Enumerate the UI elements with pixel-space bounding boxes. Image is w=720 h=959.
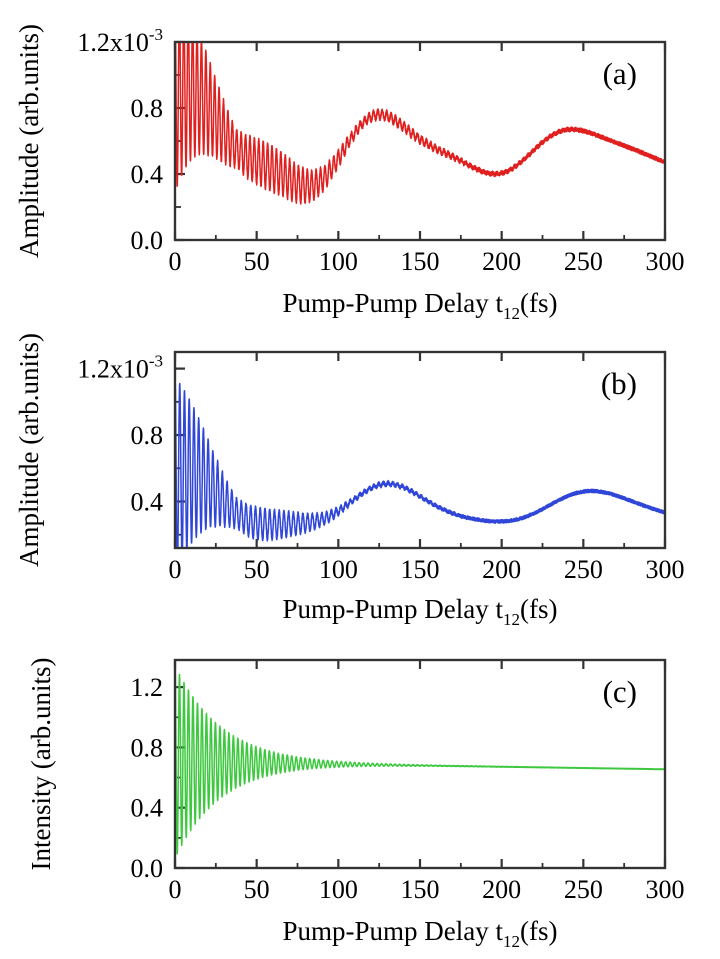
x-tick-label: 200 [482, 875, 521, 904]
x-tick-label: 100 [319, 555, 358, 584]
x-tick-label: 150 [401, 247, 440, 276]
y-tick-label: 1.2 [131, 673, 164, 702]
x-tick-label: 250 [564, 555, 603, 584]
x-axis-title: Pump-Pump Delay t12(fs) [283, 594, 558, 629]
x-tick-label: 100 [319, 875, 358, 904]
chart-panel-b: 0 50 100 150 200 250 300 0.4 0.8 1.2x10-3 (b) Ampli… [0, 320, 720, 630]
y-axis-title: Amplitude (arb.units) [14, 24, 44, 258]
x-tick-label: 50 [244, 555, 270, 584]
plot-frame-overlay [173, 40, 667, 242]
plot-svg-panel-c: 0 50 100 150 200 250 300 0.0 0.4 0.8 1.2 (c) Intensi… [26, 658, 685, 951]
y-tick-label: 1.2x10-3 [77, 25, 163, 57]
y-tick-label: 1.2x10-3 [77, 352, 163, 384]
x-tick-label: 250 [564, 247, 603, 276]
data-trace [175, 664, 665, 855]
x-tick-label: 0 [169, 875, 182, 904]
y-axis-title: Intensity (arb.units) [26, 658, 56, 871]
y-axis-title: Amplitude (arb.units) [14, 333, 44, 567]
plot-svg-panel-b: 0 50 100 150 200 250 300 0.4 0.8 1.2x10-3 (b) Ampli… [14, 333, 685, 629]
x-tick-label: 200 [482, 247, 521, 276]
x-tick-label: 150 [401, 555, 440, 584]
x-axis-title: Pump-Pump Delay t12(fs) [283, 288, 558, 320]
x-tick-label: 0 [169, 555, 182, 584]
plot-svg-panel-a: 0 50 100 150 200 250 300 0.0 0.4 0.8 1.2x10-3 (a) Am… [14, 24, 685, 320]
chart-panel-c: 0 50 100 150 200 250 300 0.0 0.4 0.8 1.2 (c) Intensi… [0, 630, 720, 959]
panel-letter: (c) [603, 674, 637, 709]
x-tick-label: 50 [244, 875, 270, 904]
plot-frame [173, 350, 667, 550]
y-tick-label: 0.4 [131, 160, 164, 189]
x-tick-label: 50 [244, 247, 270, 276]
x-tick-label: 300 [646, 247, 685, 276]
x-tick-label: 100 [319, 247, 358, 276]
panel-letter: (b) [601, 366, 637, 401]
y-tick-label: 0.8 [131, 94, 164, 123]
y-tick-label: 0.4 [131, 487, 164, 516]
data-trace [175, 42, 665, 205]
x-tick-label: 150 [401, 875, 440, 904]
x-tick-label: 200 [482, 555, 521, 584]
y-tick-label: 0.4 [131, 794, 164, 823]
x-tick-label: 250 [564, 875, 603, 904]
x-tick-label: 0 [169, 247, 182, 276]
y-tick-label: 0.8 [131, 421, 164, 450]
data-trace [175, 376, 665, 548]
y-tick-label: 0.8 [131, 733, 164, 762]
x-tick-label: 300 [646, 555, 685, 584]
x-axis-title: Pump-Pump Delay t12(fs) [283, 916, 558, 951]
chart-panel-a: 0 50 100 150 200 250 300 0.0 0.4 0.8 1.2x10-3 (a) Am… [0, 0, 720, 320]
x-tick-label: 300 [646, 875, 685, 904]
plot-frame-overlay [173, 658, 667, 870]
panel-letter: (a) [603, 56, 637, 91]
y-tick-label: 0.0 [131, 226, 164, 255]
plot-frame-overlay [173, 350, 667, 550]
y-tick-label: 0.0 [131, 854, 164, 883]
